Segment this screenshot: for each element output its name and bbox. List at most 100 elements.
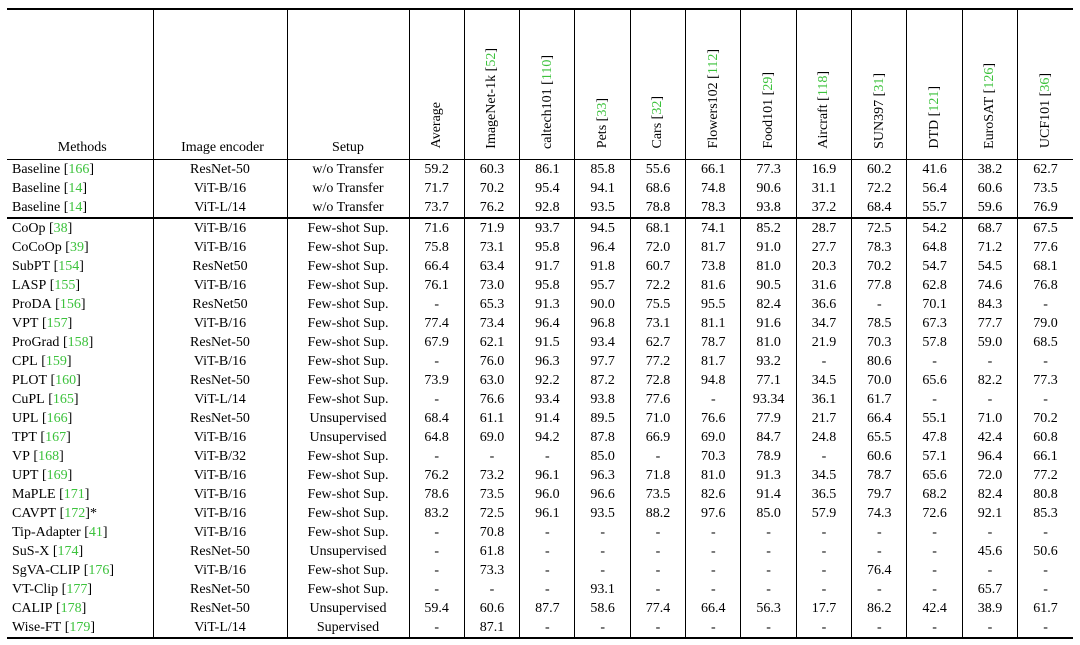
citation-link[interactable]: [177] — [58, 582, 92, 597]
citation-link[interactable]: [39] — [62, 240, 88, 255]
table-row: TPT [167] ViT-B/16 Unsupervised 64.8 69.0 94.… — [7, 427, 1073, 447]
citation-link[interactable]: [169] — [38, 468, 72, 483]
citation-bracket: [ — [38, 410, 47, 426]
method-name: UPT — [12, 467, 39, 483]
setup-cell: Few-shot Sup. — [286, 389, 409, 409]
citation-link[interactable]: [52] — [484, 48, 499, 75]
citation-link[interactable]: [168] — [30, 449, 63, 464]
score-cell: 77.7 — [961, 313, 1018, 333]
score-cell: 36.5 — [795, 484, 852, 504]
citation-link[interactable]: [179] — [61, 620, 95, 635]
citation-bracket: [ — [982, 88, 998, 97]
citation-link[interactable]: [118] — [816, 71, 831, 104]
score-cell: 90.6 — [740, 178, 797, 198]
citation-number: 159 — [45, 353, 67, 369]
citation-link[interactable]: [174] — [49, 544, 83, 559]
citation-link[interactable]: [156] — [52, 297, 85, 312]
citation-bracket: ] — [109, 562, 115, 578]
score-cell: 68.2 — [906, 484, 963, 504]
citation-link[interactable]: [172] — [56, 506, 90, 521]
setup-cell: Few-shot Sup. — [286, 313, 409, 333]
table-row: LASP [155] ViT-B/16 Few-shot Sup. 76.1 73.0 9… — [7, 275, 1073, 295]
citation-link[interactable]: [171] — [56, 487, 89, 502]
citation-link[interactable]: [158] — [59, 335, 93, 350]
citation-link[interactable]: [157] — [38, 316, 72, 331]
score-cell: 76.1 — [408, 275, 465, 295]
score-cell: 96.1 — [519, 465, 575, 485]
score-cell: - — [408, 560, 465, 580]
citation-bracket: ] — [89, 161, 95, 177]
dataset-name: EuroSAT — [982, 96, 998, 149]
citation-bracket: ] — [595, 98, 611, 103]
citation-link[interactable]: [121] — [927, 86, 942, 120]
score-cell: 75.5 — [629, 294, 686, 314]
method-name: VT-Clip — [12, 581, 59, 597]
method-cell: Wise-FT [179] — [7, 617, 153, 639]
citation-link[interactable]: [167] — [37, 430, 70, 445]
citation-link[interactable]: [38] — [45, 221, 72, 236]
score-cell: 61.1 — [463, 408, 520, 428]
score-cell: 67.5 — [1017, 216, 1073, 238]
citation-link[interactable]: [166] — [38, 411, 72, 426]
citation-bracket: ] — [816, 70, 832, 76]
citation-link[interactable]: [33] — [595, 98, 610, 125]
score-cell: 73.2 — [463, 465, 520, 485]
citation-bracket: ] — [705, 49, 721, 54]
score-cell: 76.4 — [851, 560, 907, 580]
score-cell: 95.4 — [519, 178, 575, 198]
citation-bracket: [ — [1038, 92, 1054, 101]
citation-link[interactable]: [14] — [60, 200, 87, 215]
encoder-cell: ViT-L/14 — [152, 617, 287, 639]
citation-link[interactable]: [14] — [60, 181, 87, 196]
score-cell: 70.1 — [906, 294, 963, 314]
citation-number: 174 — [57, 543, 79, 559]
score-cell: 93.34 — [740, 389, 797, 409]
score-cell: 78.3 — [851, 237, 907, 257]
citation-link[interactable]: [154] — [50, 259, 84, 274]
score-cell: 76.6 — [463, 389, 520, 409]
score-cell: - — [795, 446, 852, 466]
table-row: CoOp [38] ViT-B/16 Few-shot Sup. 71.6 71.9 93… — [7, 216, 1073, 238]
encoder-cell: ResNet-50 — [152, 159, 287, 179]
citation-link[interactable]: [32] — [650, 96, 665, 123]
score-cell: 93.2 — [740, 351, 797, 371]
setup-cell: Unsupervised — [286, 541, 409, 561]
score-cell: 77.1 — [740, 370, 797, 390]
score-cell: - — [1017, 617, 1073, 639]
citation-link[interactable]: [112] — [706, 49, 721, 82]
score-cell: 61.8 — [463, 541, 520, 561]
citation-bracket: ] — [82, 180, 88, 196]
citation-link[interactable]: [159] — [38, 353, 71, 369]
citation-bracket: [ — [761, 90, 777, 99]
score-cell: 70.0 — [851, 370, 907, 390]
method-cell: UPT [169] — [7, 466, 153, 485]
dataset-column-header: caltech101 [110] — [519, 8, 575, 160]
score-cell: 68.4 — [408, 408, 465, 428]
citation-link[interactable]: [41] — [81, 525, 107, 540]
table-row: VP [168] ViT-B/32 Few-shot Sup. - - -85.0-70.… — [7, 446, 1073, 466]
dataset-name: DTD — [927, 119, 943, 149]
method-cell: CoCoOp [39] — [7, 238, 153, 257]
table-row: ProGrad [158] ResNet-50 Few-shot Sup. 67.9 6… — [7, 332, 1073, 352]
score-cell: 70.8 — [463, 522, 520, 542]
citation-link[interactable]: [155] — [46, 278, 80, 293]
citation-link[interactable]: [166] — [60, 162, 94, 177]
score-cell: 55.1 — [906, 408, 963, 428]
citation-link[interactable]: [176] — [80, 563, 114, 578]
score-cell: 36.6 — [795, 294, 852, 314]
score-cell: 54.7 — [906, 256, 963, 276]
score-cell: - — [961, 389, 1018, 409]
citation-link[interactable]: [110] — [540, 55, 555, 88]
setup-cell: Supervised — [286, 617, 409, 639]
citation-link[interactable]: [36] — [1038, 73, 1053, 100]
citation-link[interactable]: [31] — [872, 73, 887, 100]
citation-link[interactable]: [178] — [52, 601, 86, 616]
citation-link[interactable]: [29] — [761, 72, 776, 99]
citation-link[interactable]: [126] — [982, 63, 997, 97]
score-cell: 60.3 — [463, 159, 520, 179]
score-cell: 91.0 — [740, 237, 797, 257]
score-cell: - — [629, 446, 686, 466]
citation-link[interactable]: [160] — [47, 373, 81, 388]
setup-cell: w/o Transfer — [286, 178, 409, 198]
citation-link[interactable]: [165] — [45, 392, 78, 407]
